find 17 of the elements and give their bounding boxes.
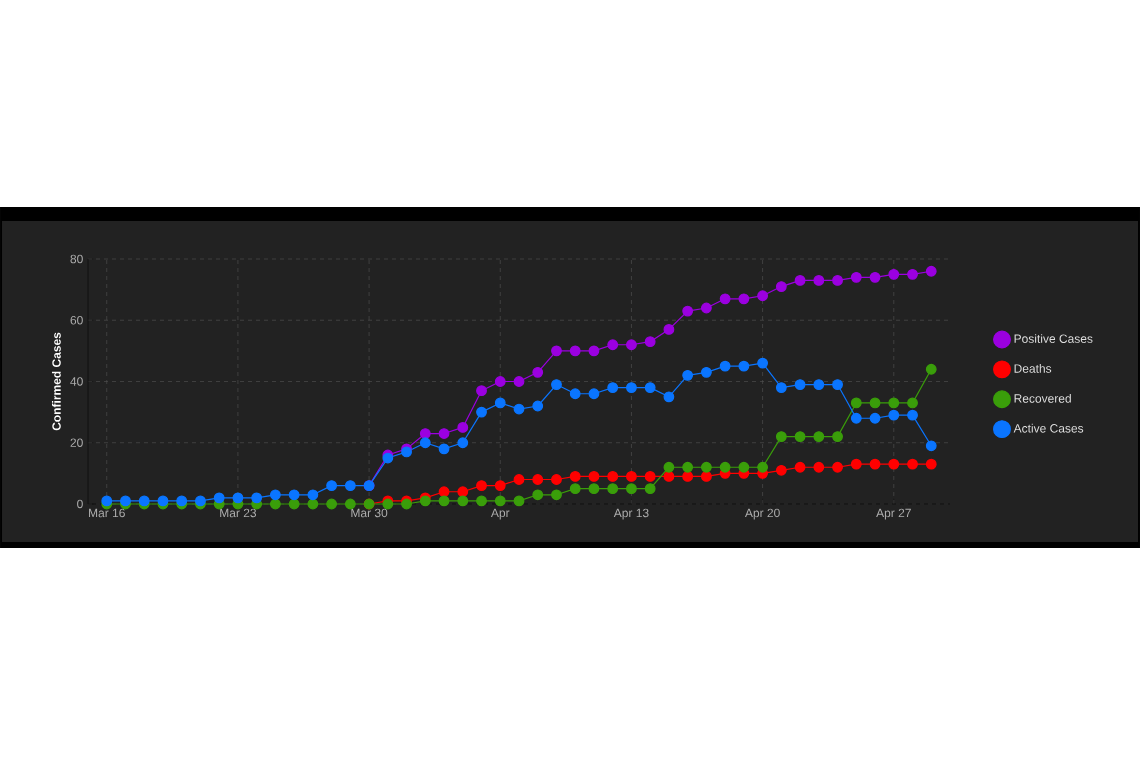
legend-label: Active Cases [1013,423,1084,433]
legend-label: Deaths [1014,364,1052,373]
x-tick-label: Mar 16 [89,508,125,518]
y-tick-label: 20 [70,438,83,447]
x-tick-label: Apr 20 [744,508,780,520]
y-axis-title: Confirmed Cases [51,332,61,431]
y-tick-label: 80 [70,254,83,264]
y-tick-label: 0 [77,499,83,509]
y-tick-label: 40 [70,377,83,386]
y-tick-label: 60 [70,315,83,325]
x-tick-label: Apr 27 [876,508,911,520]
x-tick-label: Apr 13 [613,508,649,520]
x-tick-label: Apr [490,508,510,520]
x-tick-label: Mar 23 [220,508,257,518]
legend-label: Recovered [1014,393,1071,403]
x-tick-label: Mar 30 [351,508,388,518]
legend-label: Positive Cases [1014,334,1093,343]
